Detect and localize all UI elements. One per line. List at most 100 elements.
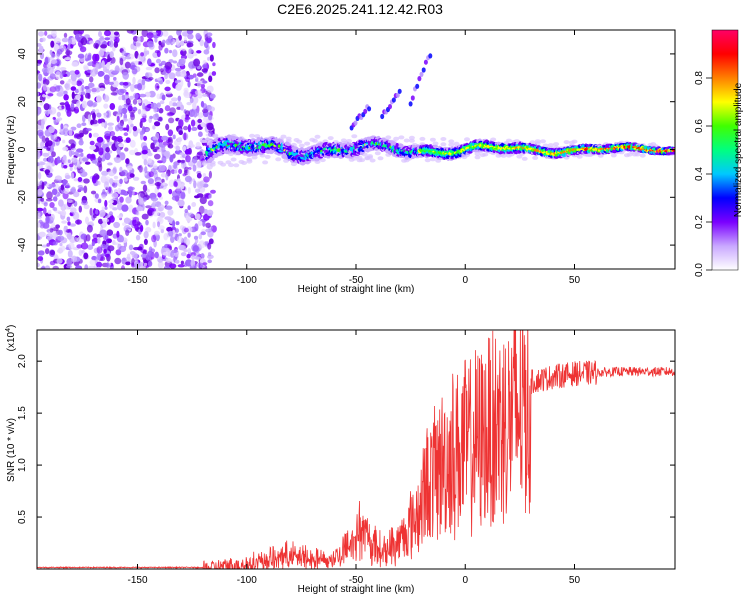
noise-speckle: [165, 80, 170, 84]
noise-speckle: [133, 99, 137, 105]
noise-speckle: [197, 119, 202, 123]
noise-speckle: [89, 76, 93, 82]
noise-speckle: [104, 30, 111, 36]
noise-speckle: [130, 113, 135, 120]
noise-speckle: [114, 258, 121, 264]
noise-speckle: [137, 83, 142, 90]
noise-speckle: [164, 48, 168, 54]
noise-speckle: [55, 175, 62, 180]
noise-speckle: [172, 220, 175, 227]
figure-title: C2E6.2025.241.12.42.R03: [277, 1, 443, 17]
noise-speckle: [147, 153, 152, 157]
noise-speckle: [92, 241, 95, 246]
noise-speckle: [201, 122, 205, 128]
noise-speckle: [95, 210, 98, 215]
noise-speckle: [171, 97, 178, 101]
signal-halo: [218, 161, 224, 165]
noise-speckle: [78, 177, 83, 182]
noise-speckle: [120, 89, 127, 93]
noise-speckle: [142, 79, 146, 86]
signal-halo: [239, 160, 245, 164]
noise-speckle: [165, 66, 171, 73]
noise-speckle: [67, 221, 70, 225]
noise-speckle: [54, 38, 61, 44]
noise-speckle: [149, 116, 153, 119]
noise-speckle: [159, 108, 164, 114]
noise-speckle: [101, 194, 106, 198]
noise-speckle: [154, 231, 160, 236]
noise-speckle: [64, 33, 67, 38]
noise-speckle: [56, 119, 60, 123]
noise-speckle: [187, 42, 194, 47]
noise-speckle: [93, 102, 97, 107]
noise-speckle: [167, 209, 173, 216]
colorbar-tick-label: 0.0: [694, 263, 705, 277]
noise-speckle: [164, 266, 170, 271]
noise-speckle: [202, 80, 207, 83]
noise-speckle: [98, 71, 105, 76]
noise-speckle: [168, 189, 172, 194]
signal-halo: [249, 134, 255, 138]
noise-speckle: [43, 84, 48, 91]
noise-speckle: [87, 154, 92, 159]
noise-speckle: [89, 133, 92, 138]
signal-halo: [378, 156, 384, 160]
noise-speckle: [168, 231, 173, 237]
noise-speckle: [175, 68, 182, 72]
noise-speckle: [196, 142, 201, 148]
noise-speckle: [112, 70, 119, 73]
signal-cell: [433, 145, 438, 148]
noise-speckle: [185, 209, 189, 213]
noise-speckle: [134, 224, 138, 230]
noise-speckle: [181, 261, 184, 265]
noise-speckle: [64, 226, 68, 229]
signal-cell: [251, 142, 254, 144]
noise-speckle: [186, 254, 190, 259]
noise-speckle: [46, 191, 53, 199]
noise-speckle: [76, 101, 80, 107]
noise-speckle: [107, 123, 114, 126]
noise-speckle: [146, 255, 151, 261]
noise-speckle: [60, 67, 67, 70]
signal-halo: [328, 136, 334, 140]
noise-speckle: [192, 110, 199, 117]
noise-speckle: [66, 185, 71, 189]
noise-speckle: [48, 110, 53, 115]
noise-speckle: [63, 128, 69, 136]
noise-speckle: [188, 248, 191, 252]
noise-speckle: [130, 140, 136, 148]
signal-halo: [409, 136, 415, 140]
noise-speckle: [127, 254, 131, 260]
noise-speckle: [121, 204, 128, 211]
noise-speckle: [210, 94, 216, 99]
noise-speckle: [76, 244, 82, 248]
noise-speckle: [198, 240, 205, 248]
noise-speckle: [205, 229, 212, 233]
signal-halo: [299, 144, 305, 148]
harmonic-streak-cell: [380, 114, 384, 119]
colorbar: 0.00.20.40.60.8 Normalized spectral ampl…: [694, 30, 744, 277]
noise-speckle: [197, 182, 203, 189]
signal-halo: [540, 139, 546, 143]
noise-speckle: [87, 54, 91, 60]
noise-speckle: [157, 50, 161, 57]
noise-speckle: [119, 197, 124, 203]
harmonic-streak-cell: [409, 101, 413, 106]
noise-speckle: [191, 202, 196, 207]
noise-speckle: [153, 164, 158, 168]
noise-speckle: [185, 110, 190, 116]
noise-speckle: [58, 199, 64, 206]
signal-cell: [306, 161, 311, 163]
signal-halo: [425, 158, 431, 162]
colorbar-tick-label: 0.2: [694, 215, 705, 229]
noise-speckle: [86, 234, 91, 241]
noise-speckle: [154, 67, 159, 73]
noise-speckle: [208, 195, 211, 199]
noise-speckle: [157, 78, 162, 81]
noise-speckle: [76, 80, 82, 86]
noise-speckle: [125, 158, 129, 164]
harmonic-streak-cell: [392, 97, 396, 102]
noise-speckle: [195, 79, 198, 83]
noise-speckle: [161, 136, 168, 141]
noise-speckle: [37, 213, 40, 217]
